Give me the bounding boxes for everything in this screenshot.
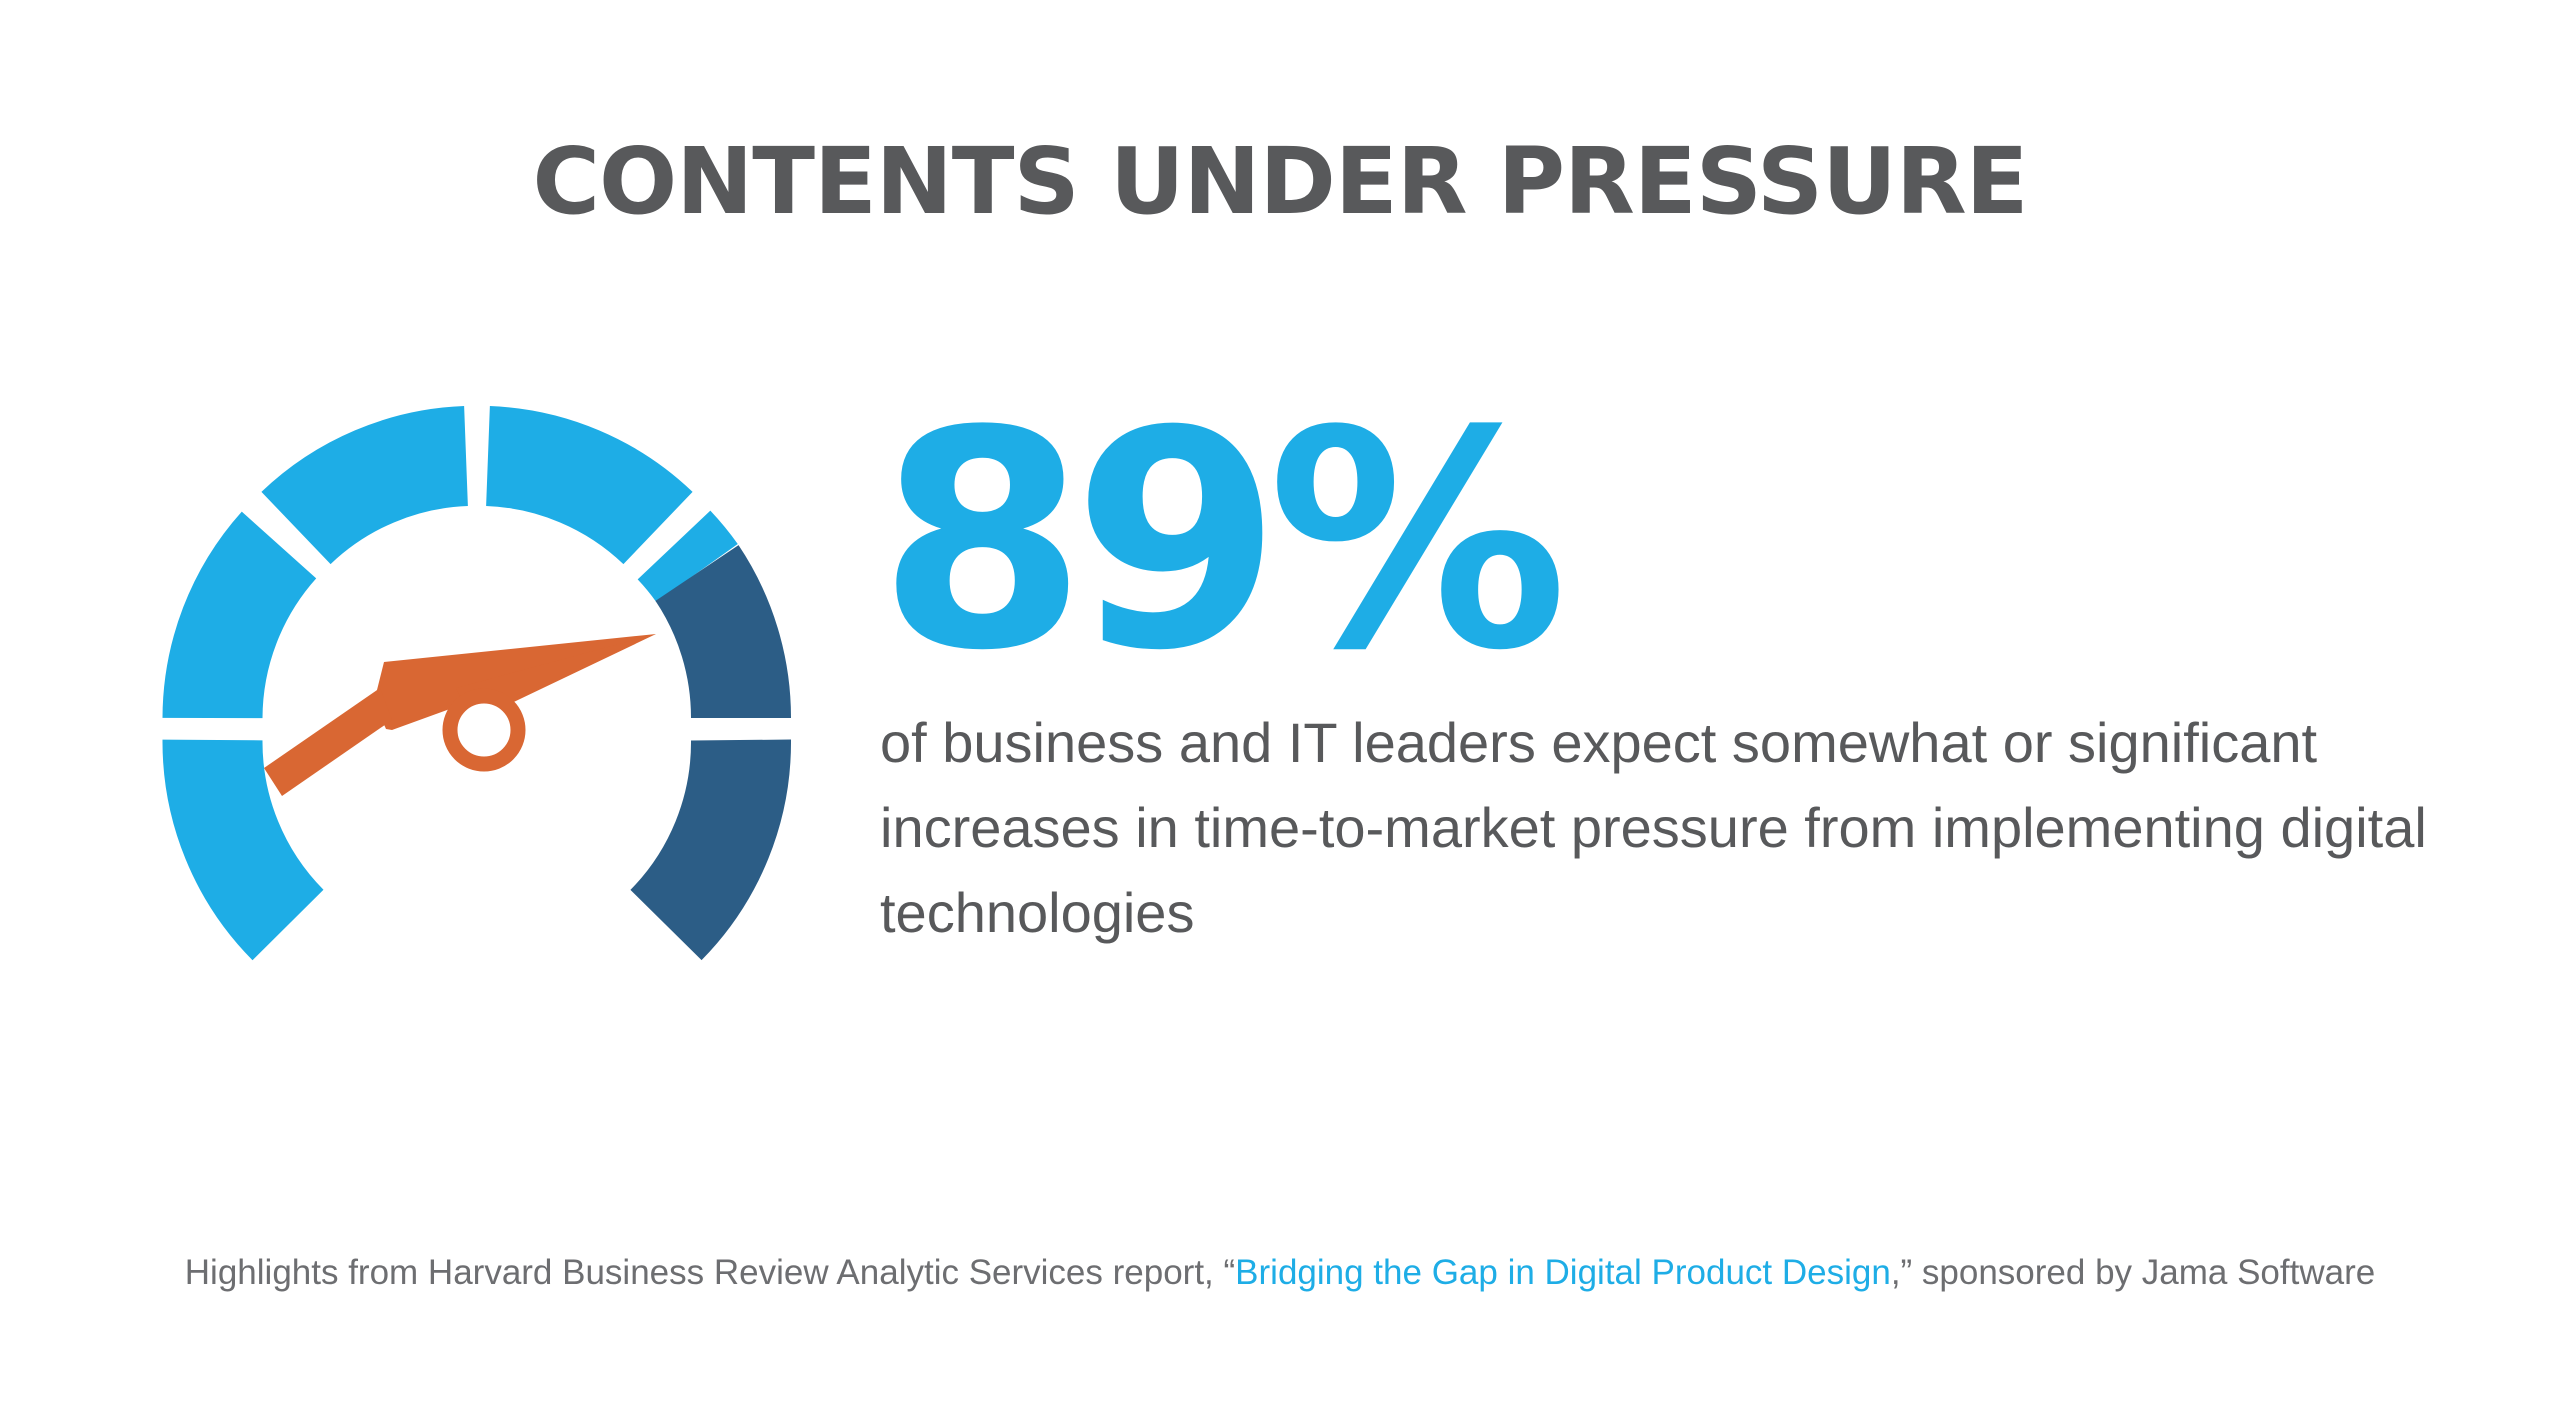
gauge-segment-right-dark-upper [654,545,792,720]
gauge-segment-right-upper [637,510,738,603]
gauge-segment-left-lower [162,739,325,961]
report-link[interactable]: Bridging the Gap in Digital Product Desi… [1235,1253,1891,1292]
source-suffix: ,” sponsored by Jama Software [1890,1253,2376,1292]
page-title: CONTENTS UNDER PRESSURE [532,128,2028,235]
stat-value: 89% [878,367,1568,716]
source-note: Highlights from Harvard Business Review … [0,1253,2560,1293]
stat-description: of business and IT leaders expect somewh… [880,711,2427,944]
source-prefix: Highlights from Harvard Business Review … [184,1253,1236,1292]
gauge-needle-tail [264,688,392,796]
gauge-segment-top-left [261,406,469,565]
gauge-segment-top-right [485,406,693,565]
gauge-hub [442,688,526,772]
gauge-segment-left-middle [162,511,317,720]
gauge-segment-right-dark-lower [629,739,791,961]
speedometer-icon [162,406,792,961]
